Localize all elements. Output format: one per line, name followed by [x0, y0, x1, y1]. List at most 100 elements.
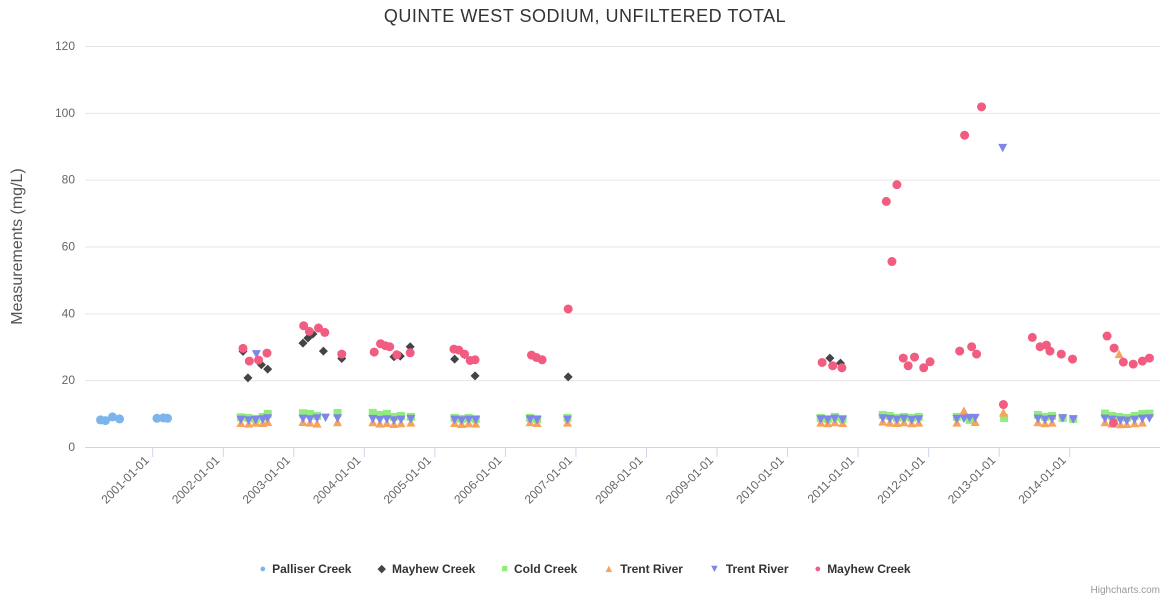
data-point-trent-river[interactable] — [1047, 414, 1057, 424]
data-point-mayhew-creek[interactable] — [385, 342, 395, 352]
data-point-trent-river[interactable] — [878, 414, 888, 423]
data-point-mayhew-creek[interactable] — [304, 326, 314, 336]
data-point-mayhew-creek[interactable] — [563, 372, 573, 382]
data-point-trent-river[interactable] — [312, 419, 322, 428]
data-point-mayhew-creek[interactable] — [960, 130, 970, 140]
data-point-mayhew-creek[interactable] — [337, 349, 347, 359]
data-point-mayhew-creek[interactable] — [1102, 331, 1112, 341]
data-point-trent-river[interactable] — [823, 415, 833, 425]
data-point-mayhew-creek[interactable] — [470, 371, 480, 381]
data-point-mayhew-creek[interactable] — [925, 357, 935, 367]
legend-item-cold-creek-2[interactable]: ■ Cold Creek — [501, 562, 577, 576]
data-point-mayhew-creek[interactable] — [1068, 354, 1078, 364]
data-point-trent-river[interactable] — [899, 414, 909, 424]
data-point-trent-river[interactable] — [368, 414, 378, 424]
data-point-mayhew-creek[interactable] — [563, 304, 573, 314]
data-point-mayhew-creek[interactable] — [972, 349, 982, 359]
data-point-trent-river[interactable] — [450, 415, 460, 425]
data-point-mayhew-creek[interactable] — [1128, 359, 1138, 369]
data-point-mayhew-creek[interactable] — [1056, 349, 1066, 359]
data-point-mayhew-creek[interactable] — [450, 354, 460, 364]
data-point-trent-river[interactable] — [406, 414, 416, 424]
data-point-mayhew-creek[interactable] — [254, 355, 264, 365]
data-point-cold-creek[interactable] — [306, 409, 315, 418]
data-point-trent-river[interactable] — [838, 415, 848, 425]
data-point-mayhew-creek[interactable] — [1027, 332, 1037, 342]
data-point-trent-river[interactable] — [244, 416, 254, 425]
data-point-mayhew-creek[interactable] — [919, 363, 929, 373]
data-point-trent-river[interactable] — [885, 414, 895, 424]
data-point-mayhew-creek[interactable] — [313, 323, 323, 333]
data-point-palliser-creek[interactable] — [163, 413, 173, 423]
data-point-mayhew-creek[interactable] — [244, 356, 254, 366]
data-point-trent-river[interactable] — [321, 413, 331, 423]
data-point-trent-river[interactable] — [892, 415, 902, 425]
data-point-trent-river[interactable] — [998, 408, 1008, 417]
legend-item-mayhew-creek-1[interactable]: ◆ Mayhew Creek — [377, 562, 475, 576]
data-point-mayhew-creek[interactable] — [1109, 343, 1119, 353]
data-point-mayhew-creek[interactable] — [998, 400, 1008, 410]
data-point-trent-river[interactable] — [263, 414, 273, 423]
data-point-mayhew-creek[interactable] — [881, 196, 891, 206]
data-point-trent-river[interactable] — [1130, 415, 1140, 425]
data-point-cold-creek[interactable] — [1145, 409, 1154, 418]
data-point-cold-creek[interactable] — [1000, 413, 1009, 422]
data-point-mayhew-creek[interactable] — [320, 327, 330, 337]
data-point-palliser-creek[interactable] — [115, 414, 125, 424]
data-point-trent-river[interactable] — [816, 415, 826, 424]
data-point-cold-creek[interactable] — [368, 408, 377, 417]
legend-item-trent-river-4[interactable]: ▼ Trent River — [709, 562, 789, 576]
data-point-trent-river[interactable] — [305, 415, 315, 424]
data-point-cold-creek[interactable] — [382, 409, 391, 418]
data-point-trent-river[interactable] — [1068, 415, 1078, 424]
data-point-trent-river[interactable] — [464, 415, 474, 425]
data-point-trent-river[interactable] — [907, 415, 917, 425]
data-point-trent-river[interactable] — [375, 415, 385, 425]
data-point-mayhew-creek[interactable] — [955, 346, 965, 356]
data-point-mayhew-creek[interactable] — [910, 352, 920, 362]
data-point-trent-river[interactable] — [471, 415, 481, 425]
data-point-cold-creek[interactable] — [375, 410, 384, 419]
data-point-palliser-creek[interactable] — [152, 413, 162, 423]
data-point-trent-river[interactable] — [251, 350, 261, 359]
data-point-trent-river[interactable] — [251, 415, 261, 425]
data-point-trent-river[interactable] — [830, 414, 840, 424]
data-point-trent-river[interactable] — [236, 415, 246, 425]
data-point-mayhew-creek[interactable] — [369, 347, 379, 357]
data-point-trent-river[interactable] — [396, 415, 406, 425]
data-point-trent-river[interactable] — [1122, 416, 1132, 426]
data-point-mayhew-creek[interactable] — [318, 346, 328, 356]
legend-item-palliser-creek-0[interactable]: ● Palliser Creek — [259, 562, 351, 576]
data-point-cold-creek[interactable] — [263, 409, 272, 418]
data-point-mayhew-creek[interactable] — [898, 353, 908, 363]
data-point-trent-river[interactable] — [333, 414, 343, 423]
data-point-cold-creek[interactable] — [1100, 409, 1109, 418]
data-point-mayhew-creek[interactable] — [1045, 346, 1055, 356]
data-point-trent-river[interactable] — [1033, 414, 1043, 424]
data-point-mayhew-creek[interactable] — [298, 338, 308, 348]
data-point-trent-river[interactable] — [389, 416, 399, 425]
data-point-mayhew-creek[interactable] — [392, 350, 402, 360]
legend-item-trent-river-3[interactable]: ▲ Trent River — [603, 562, 683, 576]
data-point-mayhew-creek[interactable] — [967, 342, 977, 352]
data-point-trent-river[interactable] — [970, 413, 980, 423]
data-point-mayhew-creek[interactable] — [1118, 357, 1128, 367]
data-point-trent-river[interactable] — [952, 414, 962, 424]
data-point-trent-river[interactable] — [562, 415, 572, 425]
data-point-trent-river[interactable] — [914, 415, 924, 424]
data-point-trent-river[interactable] — [312, 414, 322, 423]
data-point-mayhew-creek[interactable] — [828, 361, 838, 371]
data-point-trent-river[interactable] — [1144, 414, 1154, 423]
data-point-mayhew-creek[interactable] — [243, 373, 253, 383]
data-point-trent-river[interactable] — [1114, 349, 1124, 359]
data-point-mayhew-creek[interactable] — [892, 180, 902, 190]
data-point-mayhew-creek[interactable] — [238, 343, 248, 353]
data-point-trent-river[interactable] — [1040, 415, 1050, 425]
data-point-trent-river[interactable] — [965, 413, 975, 423]
data-point-mayhew-creek[interactable] — [459, 349, 469, 359]
data-point-trent-river[interactable] — [457, 416, 467, 425]
data-point-cold-creek[interactable] — [1138, 409, 1147, 418]
data-point-mayhew-creek[interactable] — [1108, 418, 1118, 428]
legend-item-mayhew-creek-5[interactable]: ● Mayhew Creek — [815, 562, 911, 576]
data-point-cold-creek[interactable] — [298, 409, 307, 418]
